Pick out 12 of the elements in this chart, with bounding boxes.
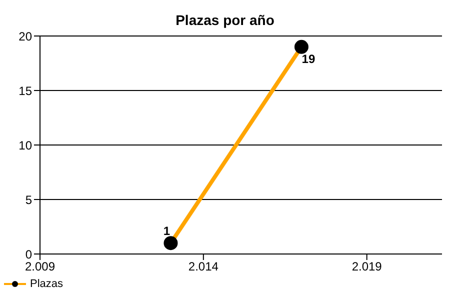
x-tick-label: 2.019 [352, 260, 382, 274]
chart-title: Plazas por año [176, 12, 274, 28]
data-label: 1 [163, 224, 170, 238]
data-label: 19 [302, 52, 316, 66]
x-tick-label: 2.014 [188, 260, 219, 274]
y-tick-label: 5 [25, 192, 32, 207]
y-tick-label: 15 [18, 84, 32, 98]
y-tick-label: 0 [25, 247, 32, 262]
legend-label: Plazas [30, 278, 64, 290]
y-tick-label: 20 [18, 29, 32, 44]
y-tick-label: 10 [18, 138, 32, 152]
x-tick-label: 2.009 [24, 260, 56, 274]
